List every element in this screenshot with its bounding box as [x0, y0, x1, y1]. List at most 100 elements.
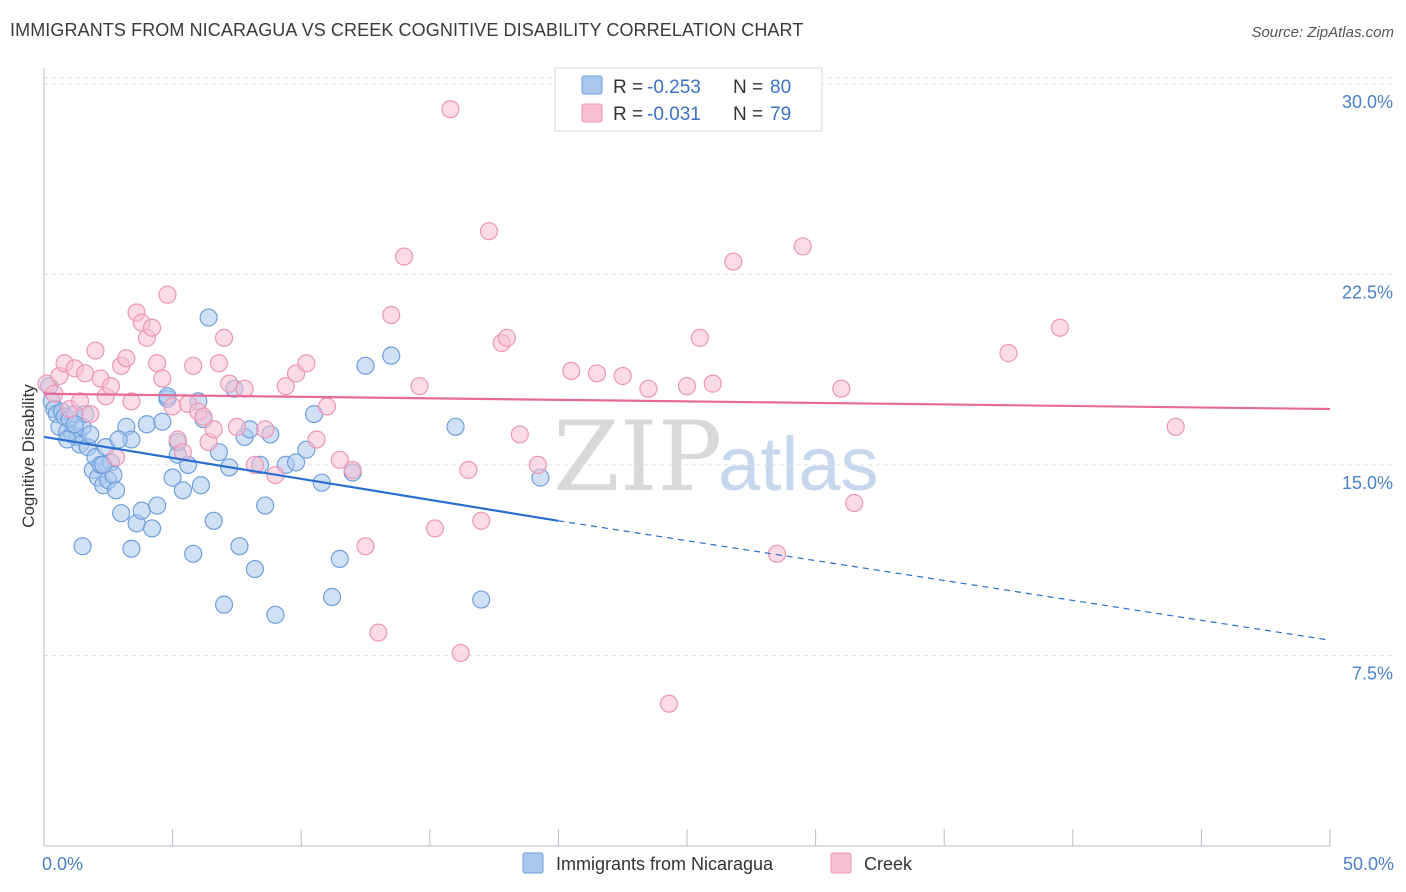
- creek-point-54: [441, 100, 460, 119]
- creek-point-70: [703, 374, 722, 393]
- stats-r-value-creek: -0.031: [647, 104, 701, 125]
- stats-legend-box: R = -0.253 N = 80 R = -0.031 N = 79: [554, 67, 823, 132]
- nicaragua-point-73: [122, 539, 141, 558]
- creek-point-41: [276, 377, 295, 396]
- nicaragua-point-26: [106, 481, 126, 500]
- y-tick-label-2: 22.5%: [1342, 282, 1393, 302]
- y-tick-label-1: 15.0%: [1342, 473, 1393, 493]
- nicaragua-point-31: [132, 501, 151, 520]
- nicaragua-point-68: [446, 417, 465, 436]
- creek-point-47: [343, 460, 362, 480]
- x-tick-label-0: 0.0%: [42, 854, 83, 874]
- nicaragua-point-44: [199, 308, 218, 327]
- legend-swatch-creek[interactable]: [830, 852, 852, 874]
- nicaragua-point-67: [382, 346, 401, 365]
- nicaragua-point-50: [230, 537, 249, 556]
- legend-label-creek[interactable]: Creek: [864, 854, 913, 874]
- creek-point-48: [356, 537, 375, 556]
- y-tick-label-3: 30.0%: [1342, 92, 1393, 112]
- creek-point-20: [142, 318, 162, 337]
- nicaragua-point-57: [266, 605, 285, 624]
- stats-swatch-creek: [581, 103, 603, 123]
- creek-point-69: [690, 328, 709, 347]
- creek-point-30: [194, 407, 213, 426]
- legend-label-nicaragua[interactable]: Immigrants from Nicaragua: [556, 854, 774, 874]
- nicaragua-trend-solid: [43, 435, 559, 522]
- stats-n-value-nicaragua: 80: [770, 77, 791, 98]
- nicaragua-point-72: [73, 537, 92, 556]
- creek-point-9: [86, 341, 105, 360]
- creek-point-61: [510, 425, 529, 444]
- source-credit: Source: ZipAtlas.com: [1251, 24, 1394, 41]
- creek-point-22: [153, 369, 172, 388]
- nicaragua-point-47: [214, 595, 234, 614]
- y-axis-tick-labels: 7.5% 15.0% 22.5% 30.0%: [1342, 92, 1393, 684]
- creek-point-15: [117, 349, 136, 368]
- nicaragua-point-16: [81, 425, 100, 444]
- y-axis-label: Cognitive Disability: [19, 384, 38, 528]
- y-tick-label-0: 7.5%: [1352, 663, 1393, 683]
- nicaragua-point-59: [286, 453, 306, 472]
- creek-point-32: [204, 420, 223, 439]
- creek-point-58: [479, 222, 499, 241]
- creek-point-65: [613, 366, 632, 386]
- creek-point-37: [235, 379, 254, 398]
- creek-point-66: [639, 379, 658, 398]
- nicaragua-point-53: [245, 559, 265, 579]
- nicaragua-point-79: [65, 415, 84, 434]
- creek-point-64: [587, 364, 607, 383]
- creek-point-6: [70, 392, 90, 411]
- creek-trend-solid: [43, 392, 1331, 411]
- creek-point-76: [999, 344, 1018, 363]
- creek-point-12: [101, 377, 120, 396]
- nicaragua-point-69: [472, 590, 491, 609]
- nicaragua-point-41: [184, 544, 203, 563]
- nicaragua-point-27: [112, 504, 131, 523]
- nicaragua-point-55: [256, 496, 275, 515]
- creek-point-78: [1166, 417, 1185, 436]
- creek-point-63: [562, 361, 581, 381]
- creek-point-46: [330, 450, 349, 469]
- creek-point-50: [382, 305, 401, 325]
- creek-points: [37, 100, 1185, 713]
- creek-point-13: [106, 448, 126, 467]
- nicaragua-point-66: [356, 356, 375, 375]
- chart-title: IMMIGRANTS FROM NICARAGUA VS CREEK COGNI…: [10, 20, 804, 40]
- creek-point-74: [832, 379, 851, 398]
- creek-point-51: [394, 247, 414, 266]
- creek-point-62: [528, 455, 547, 475]
- creek-point-53: [425, 519, 445, 538]
- creek-point-75: [845, 493, 864, 513]
- creek-point-68: [677, 377, 697, 396]
- creek-point-33: [209, 354, 228, 373]
- creek-point-35: [220, 374, 239, 393]
- creek-point-39: [256, 420, 275, 439]
- trend-lines: [43, 392, 1331, 641]
- nicaragua-trend-dashed: [558, 520, 1331, 641]
- creek-point-71: [724, 252, 743, 271]
- creek-point-24: [163, 397, 182, 416]
- nicaragua-point-39: [173, 481, 192, 500]
- creek-point-34: [214, 328, 234, 347]
- nicaragua-point-32: [137, 415, 156, 434]
- stats-n-label-creek: N =: [733, 104, 763, 125]
- creek-point-16: [122, 392, 141, 411]
- creek-point-55: [451, 643, 470, 663]
- creek-point-38: [245, 455, 265, 475]
- nicaragua-point-63: [322, 587, 342, 607]
- legend-swatch-nicaragua[interactable]: [522, 852, 544, 874]
- stats-r-label-nicaragua: R =: [613, 77, 643, 98]
- stats-n-value-creek: 79: [770, 104, 791, 125]
- creek-point-43: [297, 354, 316, 373]
- nicaragua-point-71: [109, 430, 128, 449]
- creek-point-67: [659, 694, 679, 713]
- x-tick-label-1: 50.0%: [1343, 854, 1394, 874]
- nicaragua-point-33: [142, 519, 162, 538]
- watermark-zip: ZIP: [553, 401, 722, 513]
- creek-point-36: [227, 417, 246, 436]
- creek-point-44: [307, 430, 326, 449]
- nicaragua-point-37: [163, 468, 182, 487]
- nicaragua-point-78: [191, 476, 210, 495]
- creek-point-7: [76, 364, 95, 383]
- creek-point-8: [81, 404, 100, 424]
